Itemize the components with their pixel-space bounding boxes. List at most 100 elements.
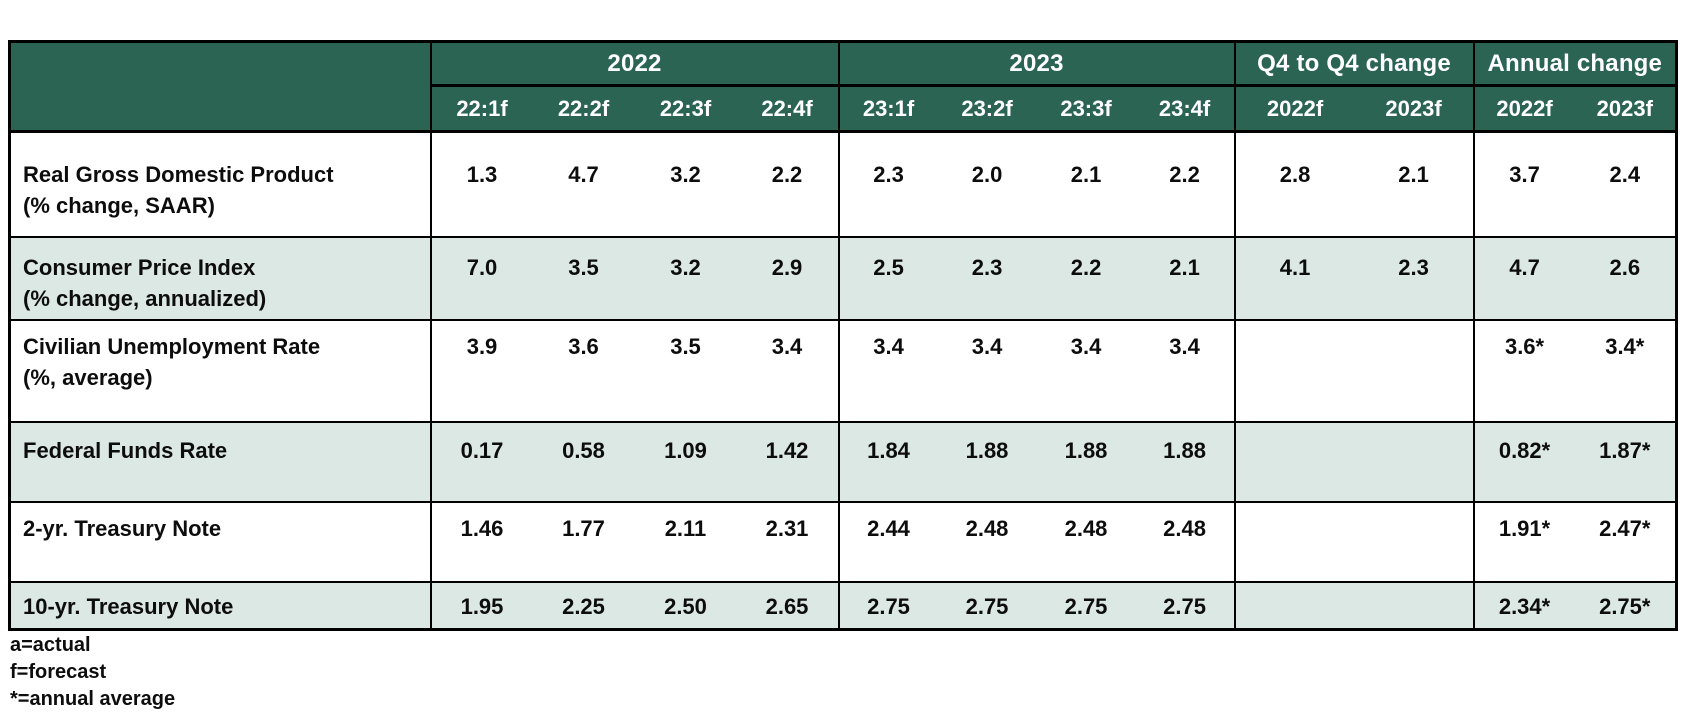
table-cell: 3.4: [1036, 318, 1136, 422]
column-header: 23:3f: [1036, 85, 1136, 133]
column-header: 22:4f: [736, 85, 839, 133]
table-cell: [1354, 580, 1474, 630]
table-row-10yr-treasury: 10-yr. Treasury Note 1.95 2.25 2.50 2.65…: [9, 580, 1677, 630]
row-label-title: 2-yr. Treasury Note: [23, 515, 222, 541]
column-header: 23:4f: [1135, 85, 1235, 133]
table-cell: 2.48: [937, 500, 1037, 582]
table-cell: 0.58: [532, 420, 635, 502]
column-group-q4-to-q4-change: Q4 to Q4 change: [1233, 41, 1474, 87]
table-cell: 3.9: [429, 318, 533, 422]
table-cell: 2.75: [1036, 580, 1136, 630]
table-cell: 1.88: [937, 420, 1037, 502]
footnote-forecast: f=forecast: [10, 661, 107, 683]
corner-header-cell: [9, 41, 431, 133]
table-cell: 2.9: [736, 235, 839, 320]
row-label: Real Gross Domestic Product (% change, S…: [9, 130, 431, 237]
table-cell: 2.4: [1574, 130, 1677, 237]
table-cell: 3.7: [1472, 130, 1575, 237]
table-cell: 2.5: [837, 235, 938, 320]
row-label-title: Federal Funds Rate: [23, 437, 228, 463]
table-cell: 3.2: [634, 235, 737, 320]
table-cell: 0.17: [429, 420, 533, 502]
table-cell: [1233, 318, 1355, 422]
table-cell: [1233, 580, 1355, 630]
table-cell: 1.77: [532, 500, 635, 582]
row-label: 2-yr. Treasury Note: [9, 500, 431, 582]
table-cell: 2.3: [1354, 235, 1474, 320]
table-row-unemployment: Civilian Unemployment Rate (%, average) …: [9, 318, 1677, 422]
table-cell: 3.6*: [1472, 318, 1575, 422]
table-cell: 1.87*: [1574, 420, 1677, 502]
column-group-2022: 2022: [429, 41, 839, 87]
table-cell: 1.3: [429, 130, 533, 237]
table-cell: 1.46: [429, 500, 533, 582]
table-cell: 2.75: [937, 580, 1037, 630]
table-cell: 2.1: [1036, 130, 1136, 237]
table-cell: 2.1: [1354, 130, 1474, 237]
table-cell: 2.11: [634, 500, 737, 582]
economic-forecast-table: 2022 2023 Q4 to Q4 change Annual change …: [8, 40, 1679, 631]
row-label: Civilian Unemployment Rate (%, average): [9, 318, 431, 422]
table-cell: 7.0: [429, 235, 533, 320]
table-cell: 4.7: [1472, 235, 1575, 320]
table-cell: 1.91*: [1472, 500, 1575, 582]
column-header: 23:2f: [937, 85, 1037, 133]
table-cell: 2.31: [736, 500, 839, 582]
table-cell: 2.65: [736, 580, 839, 630]
table-cell: [1233, 420, 1355, 502]
table-row-cpi: Consumer Price Index (% change, annualiz…: [9, 235, 1677, 320]
row-label: 10-yr. Treasury Note: [9, 580, 431, 630]
table-cell: [1354, 318, 1474, 422]
table-cell: 2.75*: [1574, 580, 1677, 630]
table-row-real-gdp: Real Gross Domestic Product (% change, S…: [9, 130, 1677, 237]
table-body: Real Gross Domestic Product (% change, S…: [9, 130, 1677, 630]
table-cell: 4.1: [1233, 235, 1355, 320]
column-header: 2023f: [1354, 85, 1474, 133]
row-label: Consumer Price Index (% change, annualiz…: [9, 235, 431, 320]
row-label-title: Consumer Price Index: [23, 254, 256, 280]
table-cell: 4.7: [532, 130, 635, 237]
table-cell: 1.88: [1036, 420, 1136, 502]
footnotes: a=actual f=forecast *=annual average: [10, 632, 175, 713]
table-cell: 3.4: [837, 318, 938, 422]
table-cell: 1.84: [837, 420, 938, 502]
table-cell: 2.2: [1036, 235, 1136, 320]
table-cell: 2.6: [1574, 235, 1677, 320]
table-cell: [1354, 500, 1474, 582]
table-cell: 3.6: [532, 318, 635, 422]
table-cell: 3.2: [634, 130, 737, 237]
row-label-subtitle: (% change, SAAR): [23, 193, 215, 218]
column-group-annual-change: Annual change: [1472, 41, 1677, 87]
table-cell: 0.82*: [1472, 420, 1575, 502]
table-cell: 2.50: [634, 580, 737, 630]
table-cell: 3.4: [1135, 318, 1235, 422]
table-cell: 1.42: [736, 420, 839, 502]
table-cell: 1.95: [429, 580, 533, 630]
table-cell: 3.4: [736, 318, 839, 422]
row-label-subtitle: (%, average): [23, 364, 153, 390]
table-cell: 1.09: [634, 420, 737, 502]
row-label-title: 10-yr. Treasury Note: [23, 593, 234, 619]
row-label-subtitle: (% change, annualized): [23, 285, 267, 311]
table-cell: 2.0: [937, 130, 1037, 237]
table-cell: 2.75: [837, 580, 938, 630]
table-cell: 2.75: [1135, 580, 1235, 630]
footnote-annual-average: *=annual average: [10, 688, 176, 710]
column-header: 2023f: [1574, 85, 1677, 133]
table-cell: 2.1: [1135, 235, 1235, 320]
table-cell: 3.5: [634, 318, 737, 422]
table-cell: 2.34*: [1472, 580, 1575, 630]
table-cell: 2.47*: [1574, 500, 1677, 582]
table-cell: 2.3: [937, 235, 1037, 320]
column-header: 23:1f: [837, 85, 938, 133]
column-group-2023: 2023: [837, 41, 1235, 87]
column-header: 22:2f: [532, 85, 635, 133]
table-cell: 2.44: [837, 500, 938, 582]
table-cell: 3.4: [937, 318, 1037, 422]
column-header: 2022f: [1233, 85, 1355, 133]
table-cell: [1354, 420, 1474, 502]
table-cell: 3.4*: [1574, 318, 1677, 422]
column-header: 2022f: [1472, 85, 1575, 133]
row-label: Federal Funds Rate: [9, 420, 431, 502]
